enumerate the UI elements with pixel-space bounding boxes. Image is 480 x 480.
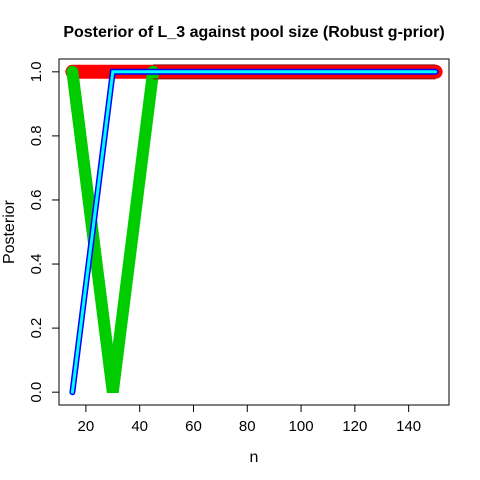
- series-line-3: [69, 68, 439, 396]
- series-line-4: [70, 70, 438, 394]
- y-axis-label: Posterior: [1, 199, 18, 264]
- y-tick-label: 1.0: [28, 61, 45, 82]
- x-tick-label: 100: [289, 418, 314, 435]
- y-tick-label: 0.2: [28, 318, 45, 339]
- x-tick-label: 140: [396, 418, 421, 435]
- chart-title: Posterior of L_3 against pool size (Robu…: [63, 24, 444, 41]
- plot-marks: [65, 64, 443, 396]
- y-tick-label: 0.6: [28, 190, 45, 211]
- series-line-2: [66, 65, 160, 393]
- x-tick-label: 120: [342, 418, 367, 435]
- x-tick-label: 80: [239, 418, 256, 435]
- x-tick-label: 60: [185, 418, 202, 435]
- y-axis: 0.0 0.2 0.4 0.6 0.8 1.0: [28, 61, 60, 403]
- x-axis-label: n: [250, 449, 259, 466]
- y-tick-label: 0.0: [28, 382, 45, 403]
- y-tick-label: 0.8: [28, 125, 45, 146]
- x-tick-label: 20: [78, 418, 95, 435]
- y-tick-label: 0.4: [28, 254, 45, 275]
- x-tick-label: 40: [131, 418, 148, 435]
- x-axis: 20 40 60 80 100 120 140: [78, 404, 421, 435]
